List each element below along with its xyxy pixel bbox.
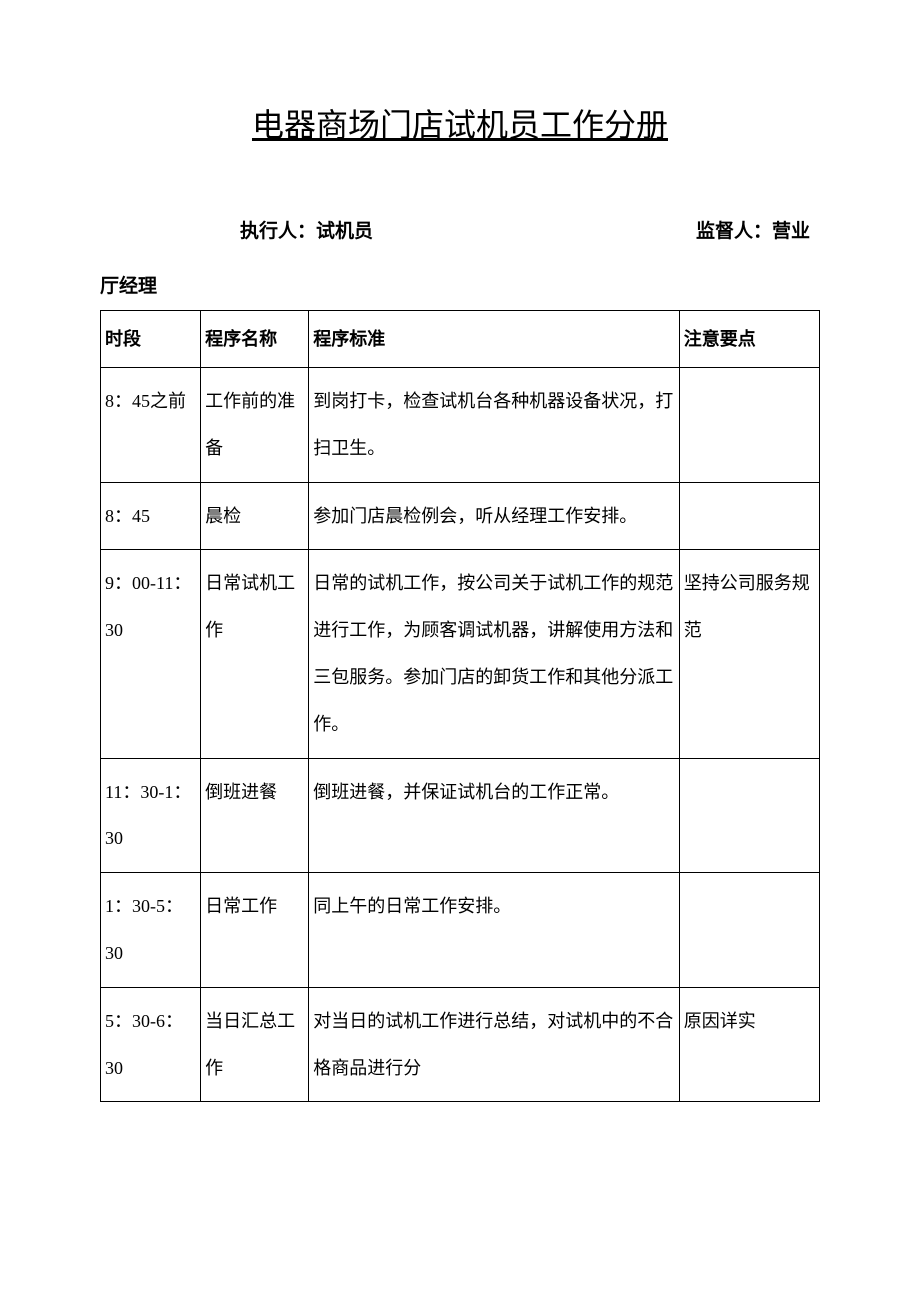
table-body: 8：45之前 工作前的准备 到岗打卡，检查试机台各种机器设备状况，打扫卫生。 8… — [101, 368, 820, 1102]
document-title: 电器商场门店试机员工作分册 — [100, 100, 820, 146]
cell-standard: 对当日的试机工作进行总结，对试机中的不合格商品进行分 — [309, 987, 680, 1102]
cell-notes — [679, 873, 819, 988]
header-time: 时段 — [101, 311, 201, 368]
cell-time: 11：30-1：30 — [101, 758, 201, 873]
cell-notes: 坚持公司服务规范 — [679, 550, 819, 758]
table-row: 8：45 晨检 参加门店晨检例会，听从经理工作安排。 — [101, 482, 820, 550]
supervisor-label: 监督人： — [696, 221, 772, 242]
cell-time: 5：30-6：30 — [101, 987, 201, 1102]
table-row: 8：45之前 工作前的准备 到岗打卡，检查试机台各种机器设备状况，打扫卫生。 — [101, 368, 820, 483]
cell-program: 工作前的准备 — [201, 368, 309, 483]
cell-program: 倒班进餐 — [201, 758, 309, 873]
header-notes: 注意要点 — [679, 311, 819, 368]
table-row: 5：30-6：30 当日汇总工作 对当日的试机工作进行总结，对试机中的不合格商品… — [101, 987, 820, 1102]
cell-notes — [679, 482, 819, 550]
table-row: 9：00-11：30 日常试机工作 日常的试机工作，按公司关于试机工作的规范进行… — [101, 550, 820, 758]
supervisor-value-part2: 厅经理 — [100, 271, 820, 298]
cell-notes: 原因详实 — [679, 987, 819, 1102]
cell-time: 8：45 — [101, 482, 201, 550]
cell-notes — [679, 758, 819, 873]
executor-label: 执行人： — [240, 221, 316, 242]
cell-notes — [679, 368, 819, 483]
cell-program: 当日汇总工作 — [201, 987, 309, 1102]
cell-time: 8：45之前 — [101, 368, 201, 483]
supervisor-block: 监督人：营业 — [696, 216, 810, 243]
supervisor-value-part1: 营业 — [772, 221, 810, 242]
table-row: 11：30-1：30 倒班进餐 倒班进餐，并保证试机台的工作正常。 — [101, 758, 820, 873]
cell-program: 日常工作 — [201, 873, 309, 988]
cell-program: 晨检 — [201, 482, 309, 550]
cell-program: 日常试机工作 — [201, 550, 309, 758]
executor-value: 试机员 — [316, 221, 373, 242]
header-row: 执行人：试机员 监督人：营业 — [100, 216, 820, 243]
cell-standard: 参加门店晨检例会，听从经理工作安排。 — [309, 482, 680, 550]
cell-standard: 到岗打卡，检查试机台各种机器设备状况，打扫卫生。 — [309, 368, 680, 483]
cell-standard: 日常的试机工作，按公司关于试机工作的规范进行工作，为顾客调试机器，讲解使用方法和… — [309, 550, 680, 758]
cell-standard: 倒班进餐，并保证试机台的工作正常。 — [309, 758, 680, 873]
cell-time: 9：00-11：30 — [101, 550, 201, 758]
table-header-row: 时段 程序名称 程序标准 注意要点 — [101, 311, 820, 368]
cell-time: 1：30-5：30 — [101, 873, 201, 988]
cell-standard: 同上午的日常工作安排。 — [309, 873, 680, 988]
executor-block: 执行人：试机员 — [240, 216, 373, 243]
header-standard: 程序标准 — [309, 311, 680, 368]
header-program: 程序名称 — [201, 311, 309, 368]
schedule-table: 时段 程序名称 程序标准 注意要点 8：45之前 工作前的准备 到岗打卡，检查试… — [100, 310, 820, 1102]
table-row: 1：30-5：30 日常工作 同上午的日常工作安排。 — [101, 873, 820, 988]
